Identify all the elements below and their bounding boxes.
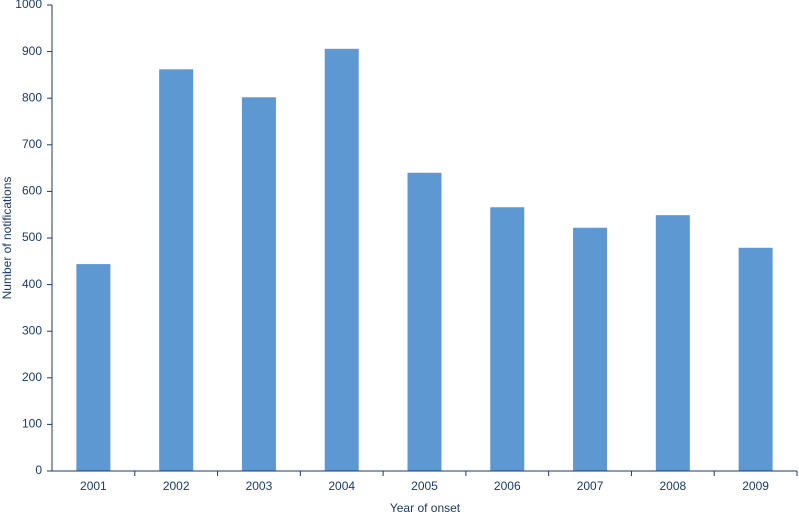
x-tick-label: 2001 <box>80 479 107 493</box>
bar <box>159 69 194 472</box>
bar <box>573 227 608 471</box>
y-tick-label: 800 <box>22 90 42 104</box>
bar <box>241 97 276 471</box>
x-tick-label: 2003 <box>246 479 273 493</box>
y-tick-label: 500 <box>22 230 42 244</box>
y-tick-label: 100 <box>22 417 42 431</box>
x-tick-label: 2002 <box>163 479 190 493</box>
bar <box>407 172 442 471</box>
y-tick-label: 200 <box>22 370 42 384</box>
bar <box>738 247 773 471</box>
y-tick-label: 700 <box>22 137 42 151</box>
y-axis-title: Number of notifications <box>0 177 14 300</box>
bar <box>76 264 111 471</box>
x-tick-label: 2006 <box>494 479 521 493</box>
y-tick-label: 600 <box>22 184 42 198</box>
x-tick-label: 2008 <box>659 479 686 493</box>
x-tick-label: 2005 <box>411 479 438 493</box>
bar <box>324 48 359 471</box>
y-tick-label: 1000 <box>15 0 42 11</box>
y-tick-label: 300 <box>22 323 42 337</box>
y-tick-label: 400 <box>22 277 42 291</box>
y-tick-label: 900 <box>22 44 42 58</box>
x-tick-label: 2009 <box>742 479 769 493</box>
bar <box>490 207 525 471</box>
x-tick-label: 2004 <box>328 479 355 493</box>
y-tick-label: 0 <box>35 463 42 477</box>
x-axis-title: Year of onset <box>390 501 461 515</box>
x-tick-label: 2007 <box>577 479 604 493</box>
bar <box>655 215 690 471</box>
